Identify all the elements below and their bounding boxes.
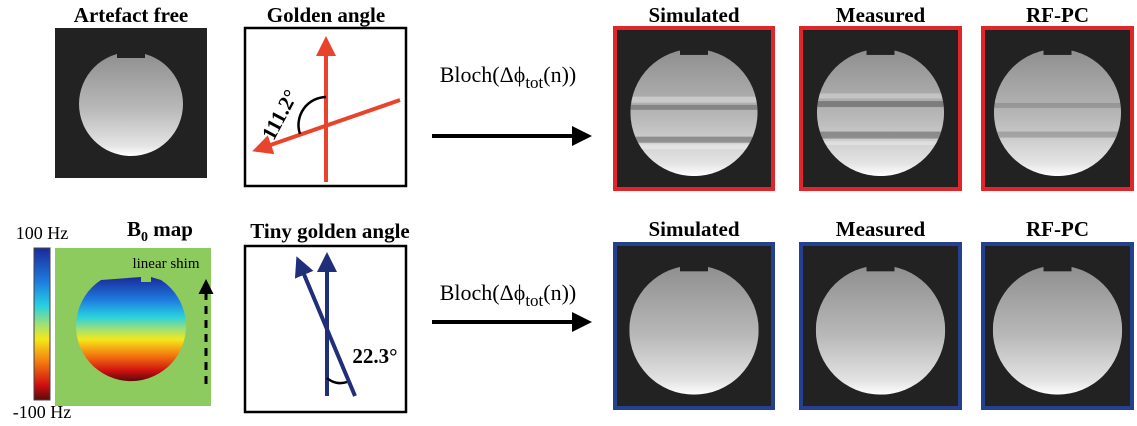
panel-title: Measured <box>836 3 926 27</box>
operator-prefix: Bloch(Δϕ <box>440 62 526 87</box>
phantom-body <box>993 265 1122 394</box>
operator-prefix: Bloch(Δϕ <box>440 280 526 305</box>
phantom-notch <box>680 264 708 271</box>
phantom <box>816 265 945 394</box>
phantom <box>817 49 944 176</box>
artefact-band <box>630 105 757 110</box>
shim-label: linear shim <box>132 256 199 272</box>
phantom-body <box>629 265 758 394</box>
operator-subscript: tot <box>525 291 543 310</box>
panel-title: RF-PC <box>1026 3 1089 27</box>
artefact-band <box>994 103 1121 108</box>
phantom <box>629 265 758 394</box>
field-map-title: B0 map <box>127 217 193 245</box>
reference-title: Artefact free <box>74 3 188 27</box>
operator-label: Bloch(Δϕtot(n)) <box>440 280 577 310</box>
phantom <box>79 52 183 156</box>
phantom-notch <box>1044 264 1072 271</box>
operator-suffix: (n)) <box>543 280 576 305</box>
operator-suffix: (n)) <box>543 62 576 87</box>
panel-title: Simulated <box>648 217 739 241</box>
colorbar <box>34 248 50 400</box>
artefact-band <box>630 97 757 103</box>
artefact-band <box>994 132 1121 138</box>
artefact-band <box>630 144 757 149</box>
trajectory-title: Golden angle <box>267 3 385 27</box>
phantom <box>993 265 1122 394</box>
phantom-notch <box>867 48 895 55</box>
panel-title: RF-PC <box>1026 217 1089 241</box>
artefact-band <box>817 141 944 145</box>
phantom-body <box>994 49 1121 176</box>
phantom-body <box>630 49 757 176</box>
title-rest: map <box>148 217 193 241</box>
angle-label: 22.3° <box>352 344 397 368</box>
artefact-band <box>817 101 944 107</box>
title-subscript: 0 <box>141 230 148 245</box>
title-main: B <box>127 217 141 241</box>
artefact-band <box>630 137 757 143</box>
artefact-band <box>817 93 944 98</box>
panel-title: Simulated <box>648 3 739 27</box>
phantom <box>630 49 757 176</box>
panel-title: Measured <box>836 217 926 241</box>
phantom-notch <box>1044 48 1072 55</box>
operator-label: Bloch(Δϕtot(n)) <box>440 62 577 92</box>
phantom-notch <box>867 264 895 271</box>
phantom-body <box>816 265 945 394</box>
phantom-notch <box>117 51 145 58</box>
trajectory-title: Tiny golden angle <box>250 219 410 243</box>
phantom <box>994 49 1121 176</box>
artefact-band <box>817 132 944 139</box>
operator-subscript: tot <box>525 73 543 92</box>
phantom-notch <box>680 48 708 55</box>
figure: Artefact free Golden angle 111.2° Bloch(… <box>0 0 1137 426</box>
colorbar-max: 100 Hz <box>16 223 69 243</box>
phantom-body <box>817 49 944 176</box>
phantom-body <box>79 52 183 156</box>
